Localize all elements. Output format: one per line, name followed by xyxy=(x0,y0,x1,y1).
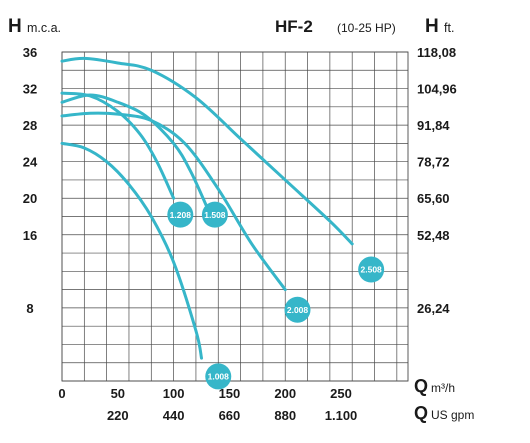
model-title: HF-2 xyxy=(275,17,313,36)
x-tick-label-gpm: 440 xyxy=(163,408,185,423)
x-axis-unit-gpm: US gpm xyxy=(431,408,474,422)
curve-badge xyxy=(358,256,385,283)
curve-2.008 xyxy=(60,111,287,292)
x-tick-label-m3h: 150 xyxy=(219,386,241,401)
y-tick-label-left: 16 xyxy=(23,228,37,243)
plot-frame xyxy=(61,51,409,382)
x-tick-label-m3h: 50 xyxy=(111,386,125,401)
y-axis-right-ticks: 26,24 52,48 65,60 78,72 91,84 104,96 118,08 xyxy=(417,45,457,316)
y-tick-label-left: 36 xyxy=(23,45,37,60)
curve-label-text: 2.508 xyxy=(361,265,383,275)
grid xyxy=(61,51,409,382)
x-tick-label-gpm: 1.100 xyxy=(325,408,358,423)
curve-label-2.508: 2.508 xyxy=(358,256,385,283)
x-axis-symbol-gpm: Q xyxy=(414,403,428,423)
right-axis-symbol: H xyxy=(425,16,439,37)
y-tick-label-right: 78,72 xyxy=(417,155,450,170)
y-tick-label-left: 8 xyxy=(26,301,33,316)
y-tick-label-left: 24 xyxy=(23,155,38,170)
y-tick-label-right: 118,08 xyxy=(417,45,456,60)
power-range: (10-25 HP) xyxy=(337,21,396,35)
x-tick-label-gpm: 220 xyxy=(107,408,129,423)
y-tick-label-right: 104,96 xyxy=(417,82,457,97)
x-tick-label-gpm: 660 xyxy=(219,408,241,423)
curve-label-1.508: 1.508 xyxy=(201,201,228,228)
curve-label-2.008: 2.008 xyxy=(284,296,311,323)
curve-1.508 xyxy=(60,93,209,209)
y-tick-label-left: 20 xyxy=(23,191,37,206)
curve-label-1.208: 1.208 xyxy=(167,201,194,228)
x-axis-unit-m3h: m³/h xyxy=(431,381,455,395)
curve-label-text: 2.008 xyxy=(287,305,309,315)
x-tick-label-gpm: 880 xyxy=(274,408,296,423)
x-tick-label-m3h: 0 xyxy=(58,386,65,401)
curve-1.008 xyxy=(60,141,204,360)
curve-badge xyxy=(201,201,228,228)
x-axis-m3h-ticks: 0 50 100 150 200 250 xyxy=(58,386,352,401)
y-tick-label-right: 65,60 xyxy=(417,191,450,206)
performance-curves xyxy=(60,56,354,360)
curve-label-text: 1.208 xyxy=(170,210,192,220)
right-axis-unit: ft. xyxy=(444,21,454,35)
curve-badge xyxy=(284,296,311,323)
curve-label-text: 1.508 xyxy=(204,210,226,220)
y-tick-label-left: 32 xyxy=(23,82,37,97)
y-tick-label-right: 26,24 xyxy=(417,301,450,316)
x-tick-label-m3h: 250 xyxy=(330,386,352,401)
curve-label-1.008: 1.008 xyxy=(205,363,232,390)
curve-badge xyxy=(167,201,194,228)
y-tick-label-right: 52,48 xyxy=(417,228,450,243)
x-axis-gpm-ticks: 220 440 660 880 1.100 xyxy=(107,408,357,423)
y-axis-left-ticks: 8 16 20 24 28 32 36 xyxy=(23,45,38,316)
y-tick-label-left: 28 xyxy=(23,118,37,133)
x-axis-symbol-m3h: Q xyxy=(414,376,428,396)
curve-2.508 xyxy=(60,56,354,246)
curve-label-text: 1.008 xyxy=(208,372,230,382)
left-axis-symbol: H xyxy=(8,16,22,37)
y-tick-label-right: 91,84 xyxy=(417,118,450,133)
x-tick-label-m3h: 200 xyxy=(274,386,296,401)
left-axis-unit: m.c.a. xyxy=(27,21,61,35)
curve-badge xyxy=(205,363,232,390)
x-tick-label-m3h: 100 xyxy=(163,386,185,401)
curve-labels: 1.008 1.208 1.508 2.008 2.508 xyxy=(167,201,385,390)
